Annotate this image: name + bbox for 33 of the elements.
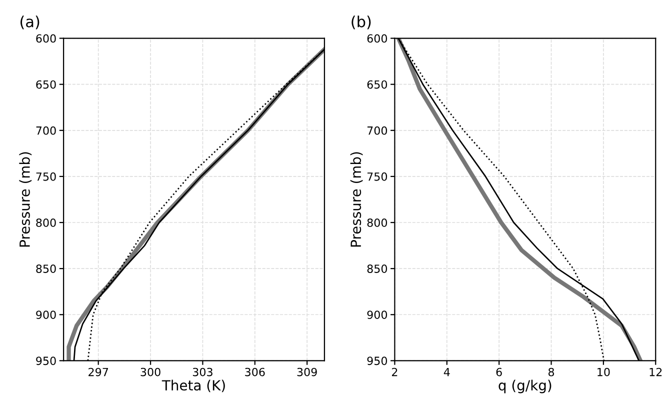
y-tick-label: 900 [36,310,56,320]
chart-title: (a) [20,16,40,30]
y-tick-label: 900 [367,310,388,320]
y-tick-label: 700 [36,126,56,135]
y-tick-label: 650 [367,80,388,89]
chart-title: (b) [352,16,371,30]
x-tick-label: 306 [245,368,265,376]
x-tick-label: 10 [598,368,610,376]
x-axis-title: q (g/kg) [498,380,552,394]
y-tick-label: 800 [36,218,56,227]
y-tick-label: 750 [367,172,388,181]
y-tick-label: 600 [367,34,388,43]
x-axis-title: Theta (K) [162,380,225,392]
x-tick-label: 297 [88,368,108,376]
x-tick-label: 303 [192,368,212,376]
y-axis-title: Pressure (mb) [19,152,32,247]
x-tick-label: 12 [650,368,662,376]
y-tick-label: 950 [367,356,388,366]
y-tick-label: 650 [36,80,56,89]
x-tick-label: 300 [140,368,160,376]
y-tick-label: 850 [36,264,56,273]
y-tick-label: 950 [36,356,56,366]
y-axis-title: Pressure (mb) [350,152,363,247]
y-tick-label: 750 [36,172,56,181]
y-tick-label: 600 [36,34,56,43]
x-tick-label: 6 [496,368,502,376]
x-tick-label: 2 [392,368,398,376]
x-tick-label: 309 [297,368,317,376]
y-tick-label: 850 [367,264,388,273]
y-tick-label: 700 [367,126,388,135]
y-tick-label: 800 [367,218,388,227]
x-tick-label: 8 [548,368,554,376]
x-tick-label: 4 [444,368,450,376]
